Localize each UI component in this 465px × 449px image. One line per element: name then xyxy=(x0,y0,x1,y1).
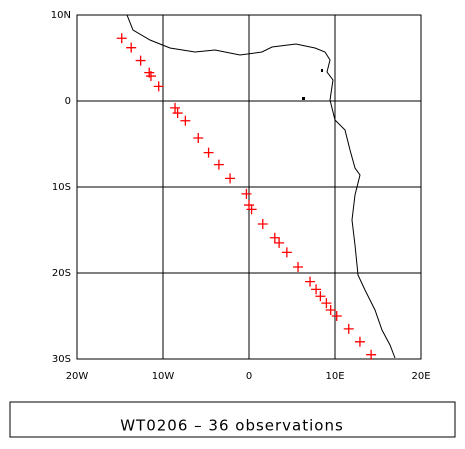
observation xyxy=(305,276,316,287)
observation xyxy=(193,132,204,143)
observation xyxy=(315,291,326,302)
observation xyxy=(311,284,322,295)
y-tick-label: 10S xyxy=(52,182,71,193)
observation xyxy=(225,173,236,184)
observation xyxy=(274,237,285,248)
coastline xyxy=(126,15,396,359)
observation xyxy=(321,298,332,309)
observation xyxy=(153,81,164,92)
y-tick-label: 10N xyxy=(51,10,71,21)
observation xyxy=(331,311,342,321)
x-tick-label: 20E xyxy=(411,371,430,382)
observation xyxy=(293,261,304,272)
observation xyxy=(366,349,377,360)
x-tick-label: 20W xyxy=(66,371,89,382)
observation xyxy=(180,115,191,126)
observation xyxy=(343,323,354,334)
observation xyxy=(213,159,224,170)
observation xyxy=(354,336,365,347)
x-tick-label: 10E xyxy=(325,371,344,382)
y-tick-label: 0 xyxy=(65,96,71,107)
observation xyxy=(244,200,254,211)
observation xyxy=(172,108,183,119)
observation xyxy=(257,218,268,229)
x-tick-label: 0 xyxy=(246,371,252,382)
y-tick-label: 30S xyxy=(52,354,71,365)
caption: WT0206 – 36 observations xyxy=(120,417,344,435)
observation xyxy=(281,247,292,258)
observation xyxy=(135,55,146,66)
y-tick-label: 20S xyxy=(52,268,71,279)
observation xyxy=(145,71,156,82)
caption-box xyxy=(9,401,456,438)
observation xyxy=(116,33,127,44)
observation xyxy=(246,204,257,215)
observation xyxy=(170,102,181,113)
island xyxy=(302,97,305,100)
observation xyxy=(126,42,137,53)
observation xyxy=(269,232,280,243)
observation xyxy=(325,304,336,315)
island xyxy=(321,69,323,72)
observation xyxy=(203,147,214,158)
x-tick-label: 10W xyxy=(152,371,175,382)
observation xyxy=(241,188,252,199)
